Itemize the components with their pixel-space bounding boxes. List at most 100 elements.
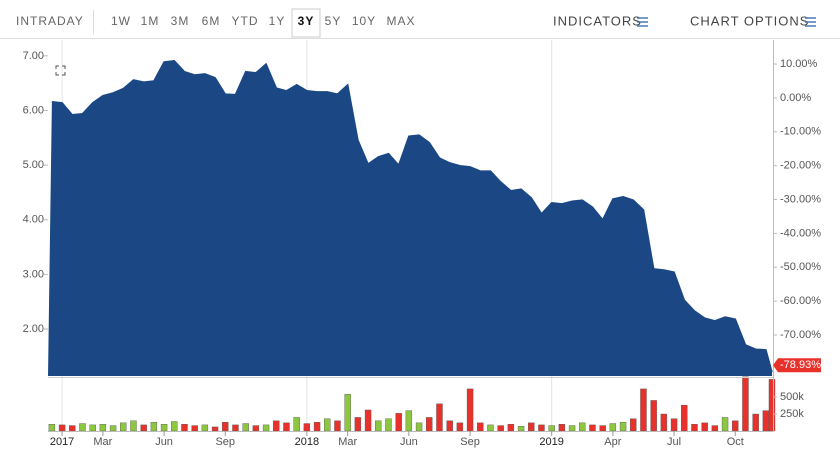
x-tick-label: Jun (400, 436, 418, 448)
volume-bar (99, 424, 107, 432)
volume-bar (436, 403, 443, 432)
volume-bar (681, 404, 688, 432)
volume-bar (262, 424, 270, 432)
volume-bar (191, 425, 198, 432)
x-tick-label: Oct (727, 436, 744, 448)
volume-bar (426, 417, 433, 432)
volume-bar (232, 424, 239, 432)
y2-tick-label: -20.00% (780, 160, 821, 172)
volume-bar (395, 413, 402, 432)
volume-bar (48, 424, 56, 432)
x-tick-label: 2019 (539, 436, 563, 448)
range-button[interactable]: 1M (141, 14, 160, 28)
y2-tick-label: -60.00% (780, 295, 821, 307)
volume-bar (303, 423, 311, 432)
indicators-icon (637, 17, 648, 27)
x-tick-label: Mar (93, 436, 112, 448)
volume-bar (558, 424, 566, 432)
volume-bar (140, 424, 147, 432)
range-button[interactable]: MAX (386, 14, 415, 28)
volume-bar (691, 424, 698, 432)
volume-bar (568, 425, 576, 432)
volume-bar (89, 424, 96, 432)
volume-bar (324, 418, 331, 432)
x-tick-label: 2018 (295, 436, 319, 448)
range-button[interactable]: 5Y (325, 14, 342, 28)
intraday-button[interactable]: INTRADAY (16, 14, 84, 28)
volume-bar (477, 422, 484, 432)
chart-options-icon (805, 17, 816, 27)
volume-bar (273, 420, 280, 432)
x-tick-label: 2017 (50, 436, 74, 448)
volume-bar (538, 424, 545, 432)
volume-bar (222, 421, 229, 432)
volume-bar (293, 417, 300, 432)
volume-bar (768, 379, 776, 432)
volume-bar (58, 424, 66, 432)
volume-bar (344, 394, 351, 432)
volume-bar (354, 417, 362, 432)
range-button[interactable]: 10Y (352, 14, 376, 28)
volume-bar (487, 424, 494, 432)
y2-tick-label: -50.00% (780, 261, 821, 273)
volume-bar (762, 410, 770, 432)
volume-bar (752, 413, 759, 432)
volume-bar (334, 420, 341, 432)
volume-bar (446, 420, 453, 432)
chart-options-button[interactable]: CHART OPTIONS (690, 13, 809, 28)
volume-bar (630, 418, 637, 432)
range-button[interactable]: 3M (171, 14, 190, 28)
y-tick-label: 2.00 (23, 323, 44, 335)
volume-bar (252, 425, 260, 432)
volume-bar (211, 426, 219, 432)
volume-bar (201, 424, 209, 432)
volume-bar (242, 423, 249, 432)
volume-bar (507, 424, 515, 432)
volume-bar (120, 422, 127, 432)
volume-bar (456, 422, 464, 432)
range-button[interactable]: 6M (202, 14, 221, 28)
fullscreen-icon (55, 65, 66, 76)
x-tick-label: Sep (460, 436, 480, 448)
y-tick-label: 3.00 (23, 268, 44, 280)
volume-bar (466, 388, 474, 432)
last-change-flag (773, 358, 821, 373)
y2-tick-label: -10.00% (780, 126, 821, 138)
y2-tick-label: -30.00% (780, 193, 821, 205)
volume-bar (711, 425, 719, 432)
volume-bar (640, 388, 647, 432)
volume-tick-label: 250k (780, 408, 804, 420)
y2-tick-label: 10.00% (780, 58, 818, 70)
y-tick-label: 6.00 (23, 104, 44, 116)
range-button[interactable]: 3Y (298, 14, 315, 28)
volume-bar (742, 376, 749, 432)
volume-bar (69, 425, 76, 432)
range-button[interactable]: 1W (111, 14, 131, 28)
volume-bar (181, 424, 188, 432)
area-fill (48, 60, 772, 377)
volume-bar (517, 426, 525, 432)
volume-bar (650, 400, 657, 432)
selected-range-box (291, 8, 321, 38)
y2-tick-label: -40.00% (780, 227, 821, 239)
volume-bar (619, 421, 627, 432)
range-button[interactable]: YTD (232, 14, 259, 28)
volume-bar (497, 425, 504, 432)
volume-bar (670, 418, 678, 432)
y-tick-label: 4.00 (23, 214, 44, 226)
volume-bar (283, 422, 290, 432)
price-line (51, 60, 773, 373)
last-change-label: -78.93% (780, 359, 821, 371)
volume-bar (130, 420, 137, 432)
volume-bar (528, 422, 535, 432)
volume-tick-label: 500k (780, 391, 804, 403)
volume-bar (415, 422, 423, 432)
range-button[interactable]: 1Y (269, 14, 286, 28)
indicators-button[interactable]: INDICATORS (553, 13, 642, 28)
volume-bar (548, 425, 555, 432)
volume-bar (579, 422, 586, 432)
volume-bar (171, 421, 178, 432)
volume-bar (609, 423, 617, 432)
volume-bar (660, 413, 668, 432)
